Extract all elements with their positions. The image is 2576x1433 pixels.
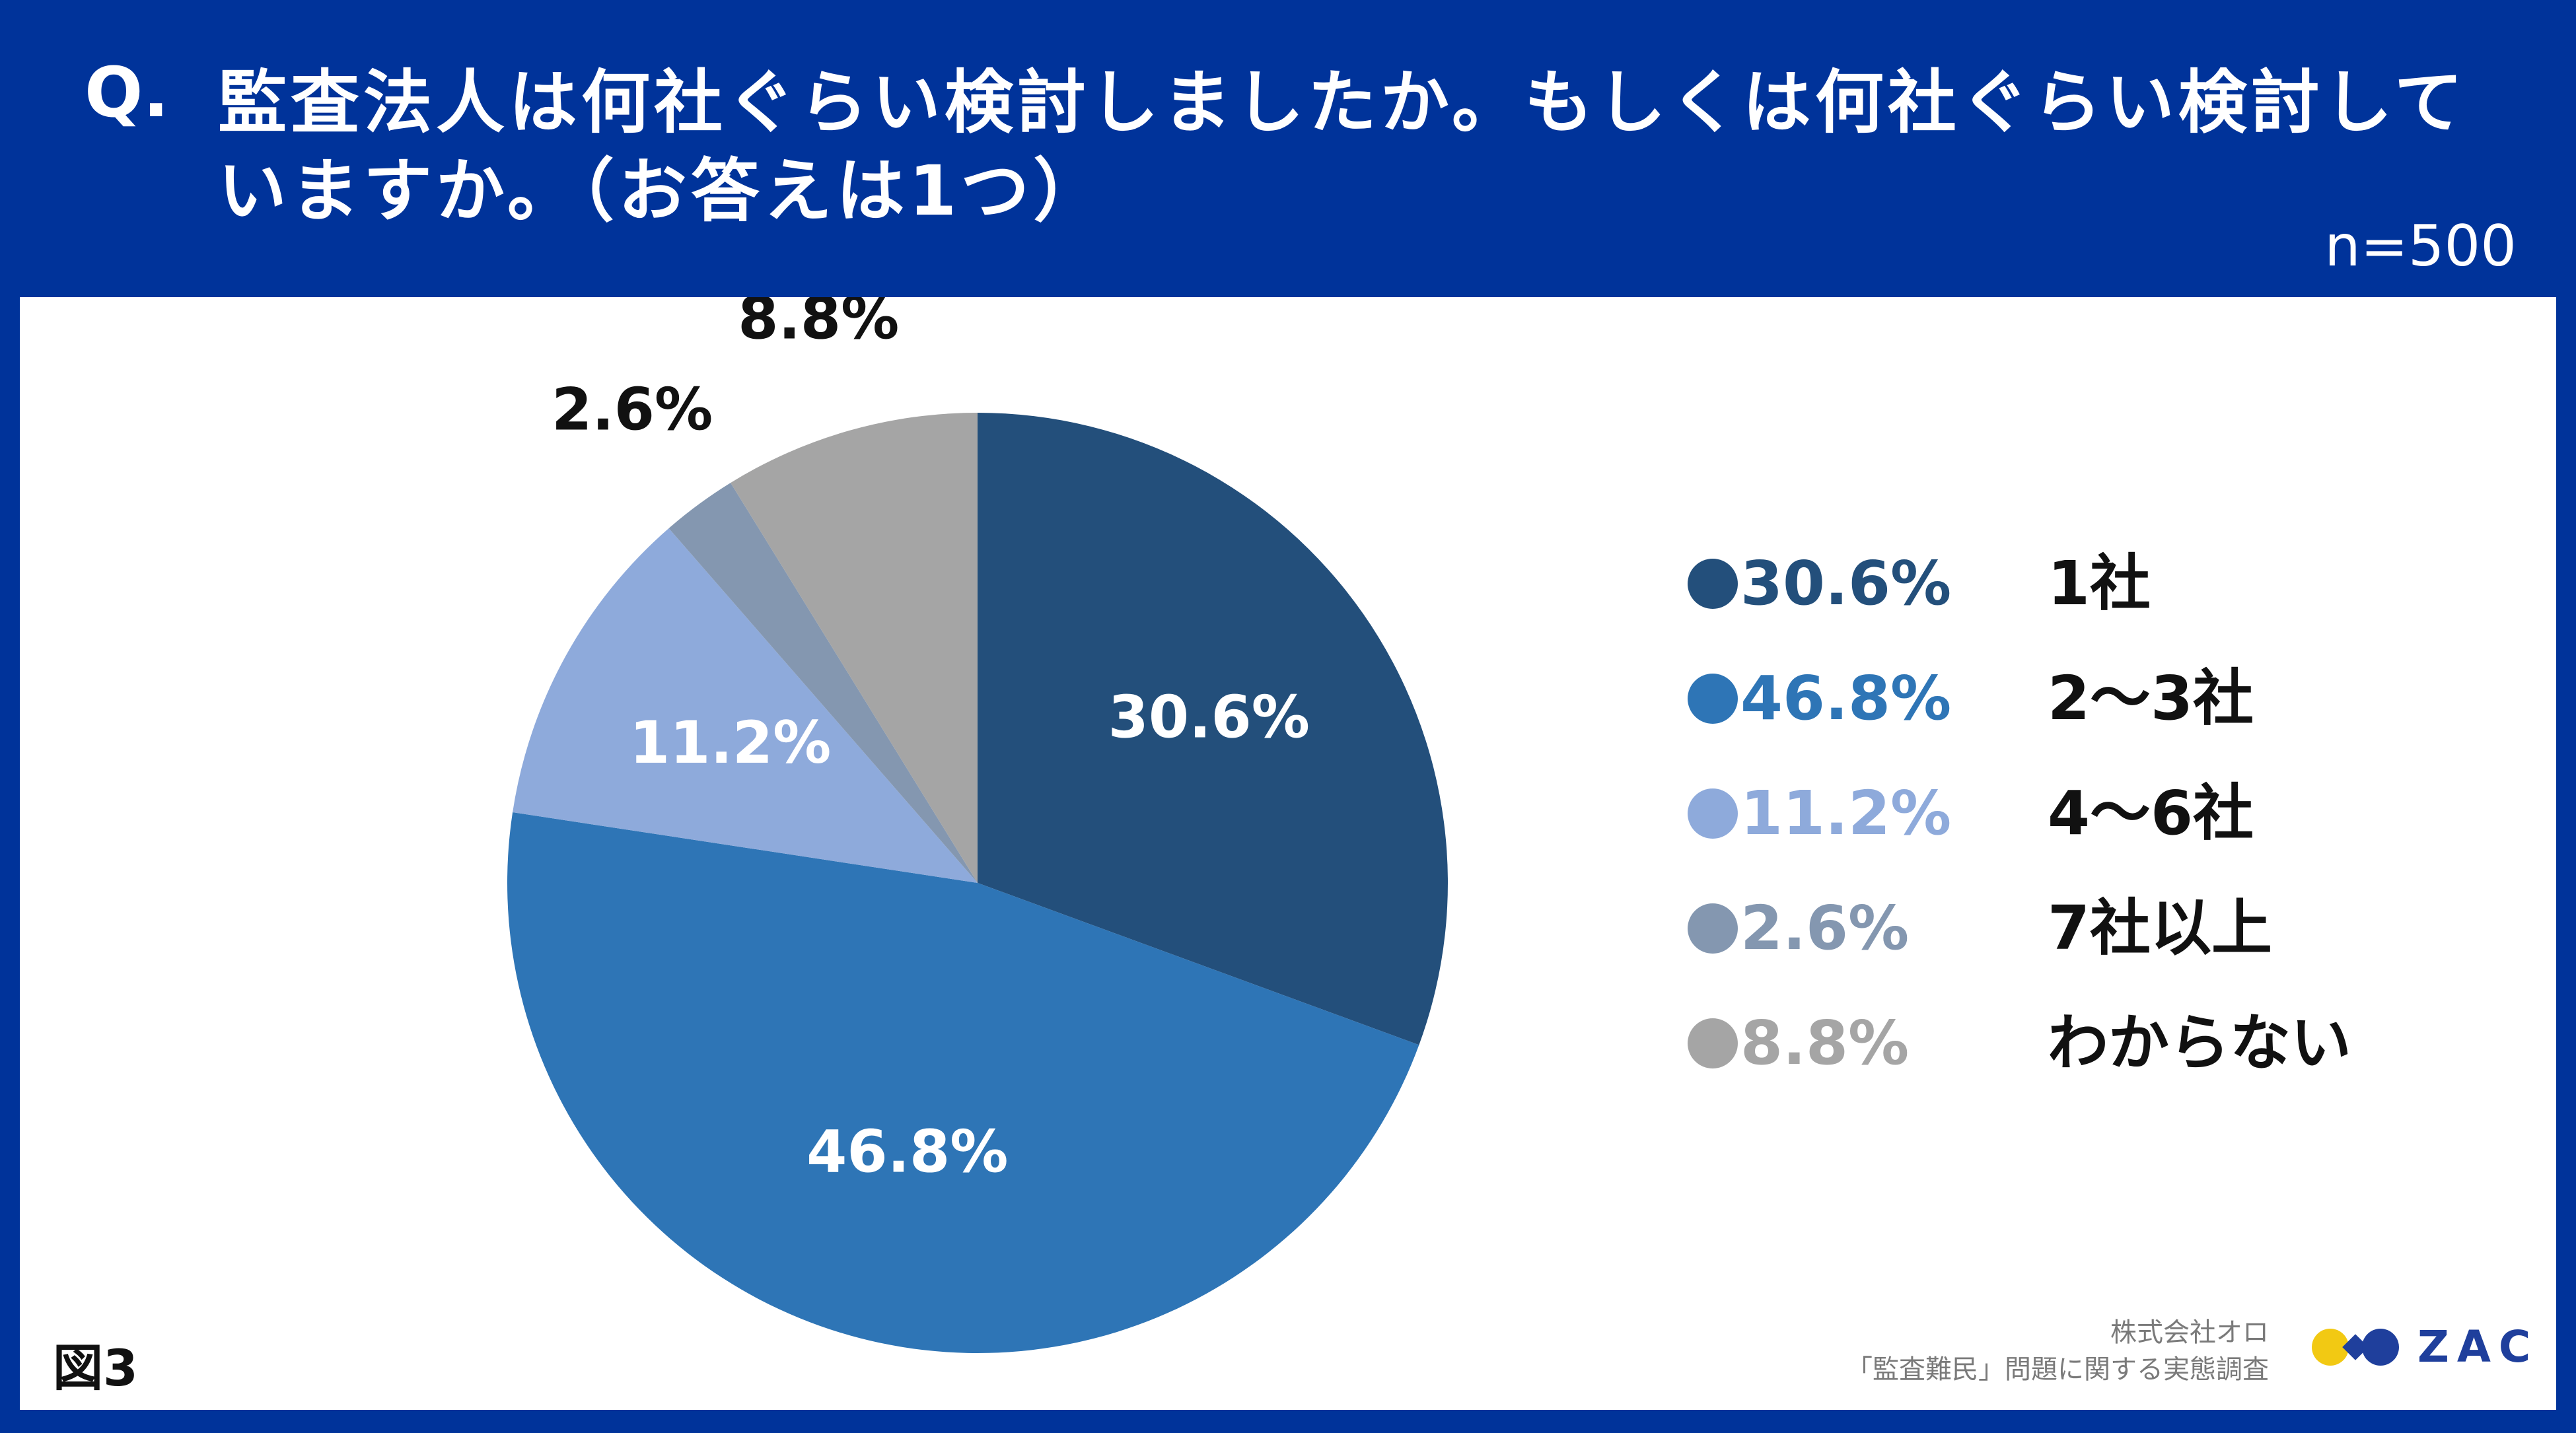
legend-item-2: 46.8% 2〜3社: [1688, 663, 2480, 778]
legend-percent: 46.8%: [1740, 663, 1952, 734]
legend-label: 1社: [2048, 548, 2151, 619]
zac-logo: ZAC: [2312, 1321, 2530, 1374]
legend-percent: 8.8%: [1740, 1008, 1910, 1078]
logo-text: ZAC: [2417, 1321, 2539, 1372]
pie-slice-4: [668, 483, 978, 883]
data-label-4: 2.6%: [552, 376, 713, 444]
credit: 株式会社オロ 「監査難民」問題に関する実態調査: [1846, 1314, 2269, 1388]
legend-label: 4〜6社: [2048, 778, 2254, 849]
pie-slice-3: [513, 528, 978, 883]
legend-label: 2〜3社: [2048, 663, 2254, 734]
legend-dot-icon: [1688, 788, 1738, 839]
pie-slice-2: [507, 812, 1419, 1353]
pie-slice-1: [978, 413, 1448, 1045]
legend-label: 7社以上: [2048, 893, 2273, 963]
sample-size: n=500: [2324, 213, 2517, 279]
header: Q. 監査法人は何社ぐらい検討しましたか。もしくは何社ぐらい検討していますか。（…: [0, 0, 2576, 297]
legend-dot-icon: [1688, 903, 1738, 954]
company-name: 株式会社オロ: [2110, 1317, 2269, 1348]
figure-number: 図3: [53, 1339, 138, 1397]
legend-item-5: 8.8% わからない: [1688, 1008, 2480, 1123]
legend-item-4: 2.6% 7社以上: [1688, 893, 2480, 1008]
legend-item-1: 30.6% 1社: [1688, 548, 2480, 663]
question-text: 監査法人は何社ぐらい検討しましたか。もしくは何社ぐらい検討していますか。（お答え…: [218, 62, 2467, 231]
legend-dot-icon: [1688, 1018, 1738, 1068]
legend-percent: 11.2%: [1740, 778, 1952, 849]
data-label-1: 30.6%: [1108, 683, 1310, 751]
pie-chart: 30.6% 46.8% 11.2% 2.6% 8.8%: [507, 297, 1448, 1353]
legend-item-3: 11.2% 4〜6社: [1688, 778, 2480, 893]
data-label-3: 11.2%: [629, 709, 831, 777]
legend-dot-icon: [1688, 674, 1738, 724]
data-label-2: 46.8%: [806, 1118, 1008, 1186]
logo-blue-dot: [2362, 1329, 2399, 1366]
question-mark: Q.: [85, 52, 169, 133]
survey-name: 「監査難民」問題に関する実態調査: [1846, 1354, 2269, 1385]
legend-label: わからない: [2048, 1008, 2352, 1078]
legend: 30.6% 1社 46.8% 2〜3社 11.2% 4〜6社 2.6% 7社以上 8.8% わから…: [1688, 548, 2480, 1123]
legend-dot-icon: [1688, 559, 1738, 609]
data-label-5: 8.8%: [738, 297, 899, 352]
chart-panel: 30.6% 46.8% 11.2% 2.6% 8.8% 30.6% 1社 46.8% 2〜3社…: [20, 297, 2556, 1410]
legend-percent: 2.6%: [1740, 893, 1910, 963]
legend-percent: 30.6%: [1740, 548, 1952, 619]
pie-slice-5: [731, 413, 978, 883]
